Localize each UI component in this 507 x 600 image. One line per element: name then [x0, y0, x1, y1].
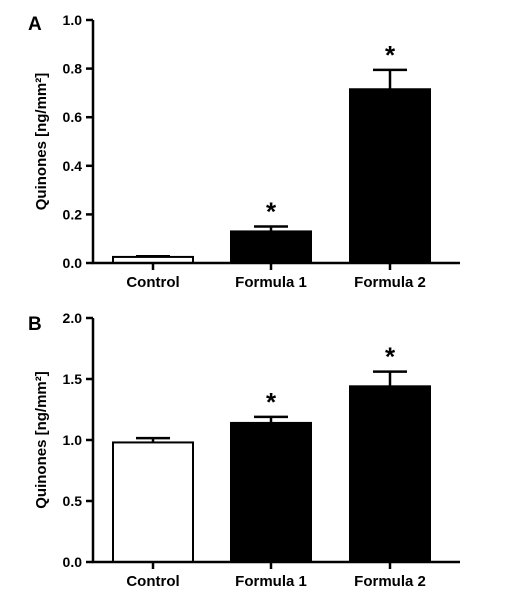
bar	[230, 230, 312, 265]
bar	[349, 385, 431, 563]
y-tick-label: 0.6	[63, 109, 83, 125]
panel-a: A Quinones [ng/mm²] Control * Formula 1 * Form…	[28, 12, 460, 291]
y-tick-label: 1.0	[63, 12, 83, 28]
bar	[230, 421, 312, 564]
panel-letter: B	[28, 314, 42, 335]
panel-b: B Quinones [ng/mm²] Control * Formula 1 * Form…	[28, 310, 460, 590]
y-tick-label: 1.0	[63, 432, 83, 448]
significance-marker: *	[385, 40, 396, 70]
y-tick-label: 0.2	[63, 206, 83, 222]
panel-letter: A	[28, 14, 42, 35]
y-tick-label: 0.0	[63, 554, 83, 570]
significance-marker: *	[385, 342, 396, 372]
x-tick-label: Formula 1	[235, 573, 307, 590]
x-tick-label: Control	[126, 573, 179, 590]
x-tick-label: Formula 1	[235, 274, 307, 291]
y-axis-title: Quinones [ng/mm²]	[33, 73, 50, 211]
x-tick-label: Formula 2	[354, 573, 426, 590]
y-tick-label: 2.0	[63, 310, 83, 326]
bar	[112, 441, 194, 563]
y-tick-label: 0.4	[63, 158, 83, 174]
y-tick-label: 0.5	[63, 493, 83, 509]
x-tick-label: Control	[126, 274, 179, 291]
y-axis-title: Quinones [ng/mm²]	[33, 371, 50, 509]
significance-marker: *	[266, 387, 277, 417]
bar	[349, 88, 431, 264]
y-tick-label: 0.8	[63, 61, 83, 77]
y-tick-label: 0.0	[63, 255, 83, 271]
significance-marker: *	[266, 197, 277, 227]
x-tick-label: Formula 2	[354, 274, 426, 291]
y-tick-label: 1.5	[63, 371, 83, 387]
